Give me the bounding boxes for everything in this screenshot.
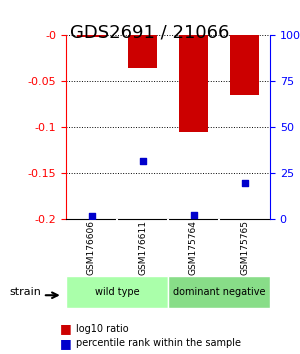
Text: GSM175764: GSM175764 xyxy=(189,220,198,275)
Point xyxy=(89,213,94,219)
Text: log10 ratio: log10 ratio xyxy=(76,324,129,333)
Bar xyxy=(128,35,157,68)
Text: GDS2691 / 21066: GDS2691 / 21066 xyxy=(70,23,230,41)
Text: GSM176606: GSM176606 xyxy=(87,220,96,275)
Point xyxy=(140,158,145,164)
Bar xyxy=(77,35,106,37)
Bar xyxy=(179,35,208,132)
Bar xyxy=(230,35,259,95)
Bar xyxy=(66,276,168,308)
Point xyxy=(242,180,247,185)
Text: GSM175765: GSM175765 xyxy=(240,220,249,275)
Text: wild type: wild type xyxy=(95,287,139,297)
Point xyxy=(191,212,196,218)
Text: GSM176611: GSM176611 xyxy=(138,220,147,275)
Text: ■: ■ xyxy=(60,322,72,335)
Bar xyxy=(168,276,270,308)
Text: dominant negative: dominant negative xyxy=(173,287,265,297)
Text: strain: strain xyxy=(9,287,41,297)
Text: ■: ■ xyxy=(60,337,72,350)
Text: percentile rank within the sample: percentile rank within the sample xyxy=(76,338,242,348)
